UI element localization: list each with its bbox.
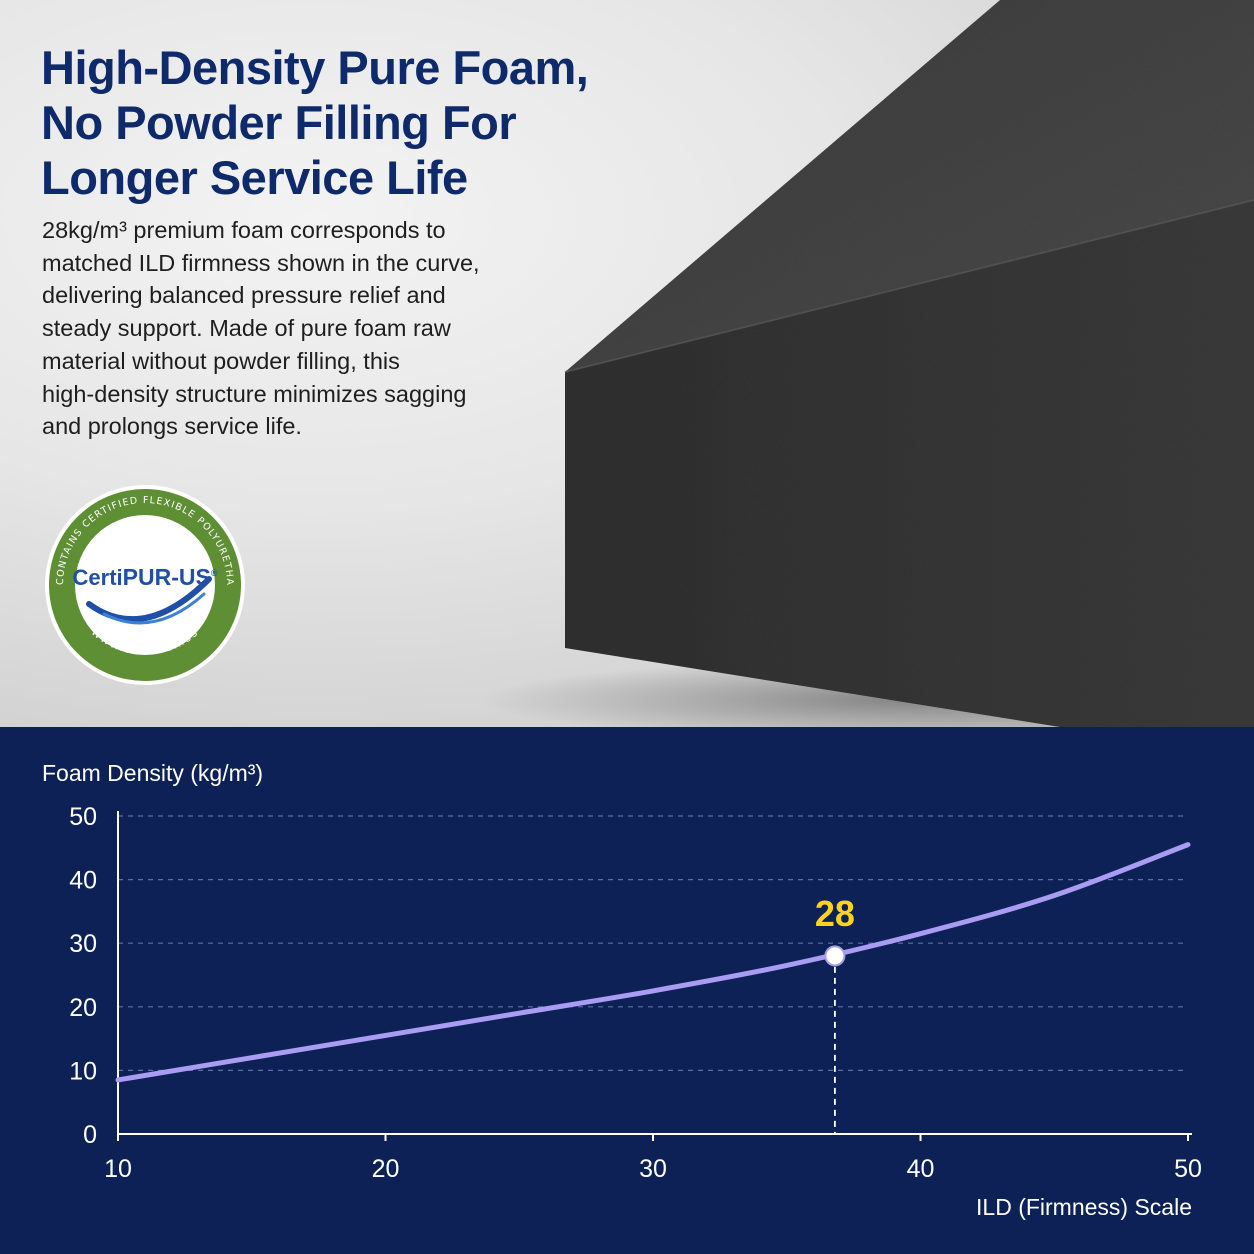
highlight-label: 28 <box>815 893 855 934</box>
x-tick-label: 10 <box>104 1155 132 1183</box>
foam-side-face <box>565 200 1254 727</box>
foam-top-face <box>565 0 1254 372</box>
y-tick-label: 30 <box>69 930 97 958</box>
y-tick-label: 20 <box>69 994 97 1022</box>
x-tick-label: 40 <box>907 1155 935 1183</box>
x-tick-label: 20 <box>372 1155 400 1183</box>
y-tick-label: 40 <box>69 867 97 895</box>
badge-brand-prefix: Certi <box>73 565 123 590</box>
product-photo-panel: High-Density Pure Foam, No Powder Fillin… <box>0 0 1254 727</box>
x-tick-label: 30 <box>639 1155 667 1183</box>
chart-panel: Foam Density (kg/m³) ILD (Firmness) Scal… <box>0 727 1254 1254</box>
y-axis-label: Foam Density (kg/m³) <box>42 760 263 786</box>
svg-text:CertiPUR-US®: CertiPUR-US® <box>73 564 218 590</box>
badge-registered-mark: ® <box>211 568 218 578</box>
foam-block-image <box>480 0 1254 727</box>
density-ild-chart: Foam Density (kg/m³) ILD (Firmness) Scal… <box>42 760 1202 1220</box>
description-text: 28kg/m³ premium foam corresponds to matc… <box>42 217 480 440</box>
y-tick-label: 10 <box>69 1057 97 1085</box>
highlight-point <box>824 945 846 967</box>
certipur-badge: CONTAINS CERTIFIED FLEXIBLE POLYURETHANE… <box>44 484 245 685</box>
badge-brand-main: PUR-US <box>123 564 211 590</box>
density-curve <box>115 842 1191 1083</box>
y-tick-label: 50 <box>69 803 97 831</box>
x-tick-label: 50 <box>1174 1155 1202 1183</box>
y-tick-label: 0 <box>83 1121 97 1149</box>
headline: High-Density Pure Foam, No Powder Fillin… <box>41 41 589 204</box>
x-axis-label: ILD (Firmness) Scale <box>976 1194 1192 1220</box>
